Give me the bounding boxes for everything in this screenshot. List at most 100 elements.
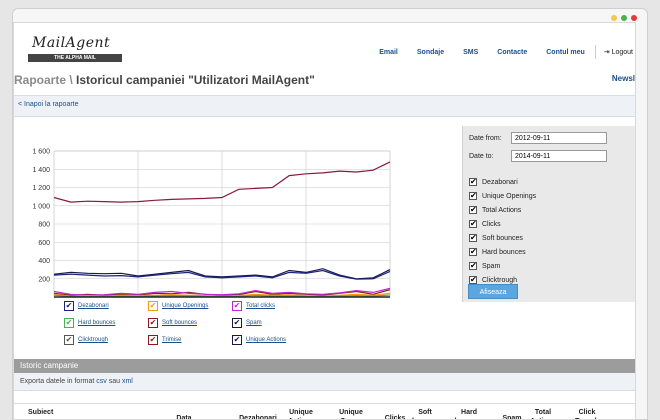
legend-label: Spam <box>246 320 262 326</box>
nav-email[interactable]: Email <box>379 48 398 56</box>
y-tick-label: 1 000 <box>32 203 50 210</box>
filter-checkbox-row[interactable]: ✔ Total Actions <box>469 206 521 214</box>
chart-series-line-4 <box>53 287 391 296</box>
legend-label: Hard bounces <box>78 320 116 326</box>
date-from-row: Date from: <box>469 132 607 144</box>
legend-label: Total clicks <box>246 303 276 309</box>
nav-contacte[interactable]: Contacte <box>497 48 528 56</box>
newsletter-link[interactable]: Newsl <box>611 74 635 83</box>
legend-label: Trimise <box>162 337 182 343</box>
filter-checkbox-row[interactable]: ✔ Dezabonari <box>469 178 518 186</box>
legend-item-unique-openings[interactable]: ✔ Unique Openings <box>148 301 208 311</box>
y-tick-label: 200 <box>38 276 50 283</box>
checkbox-label: Hard bounces <box>482 248 526 256</box>
breadcrumb-separator: \ <box>66 73 77 87</box>
column-header-hard-bounces[interactable]: Hard bounces <box>455 409 484 419</box>
logout-label: Logout <box>611 49 633 56</box>
campaign-line-chart: 200 400 600 800 1 000 1 200 1 400 1 600 <box>32 149 391 298</box>
page-title: Rapoarte \ Istoricul campaniei "Utilizat… <box>14 73 315 87</box>
filter-checkbox-row[interactable]: ✔ Clicks <box>469 220 501 228</box>
legend-item-clicktrough[interactable]: ✔ Clicktrough <box>64 335 108 345</box>
legend-label: Unique Actions <box>246 337 287 343</box>
column-header-click-trough[interactable]: Click Trough <box>575 409 599 419</box>
checkbox-checked-icon[interactable]: ✔ <box>469 177 477 186</box>
legend-item-spam[interactable]: ✔ Spam <box>232 318 262 328</box>
legend-check-icon[interactable]: ✔ <box>232 335 242 345</box>
date-to-input[interactable] <box>511 150 607 162</box>
section-header: Istoric campanie <box>14 359 635 373</box>
legend-check-icon[interactable]: ✔ <box>148 335 158 345</box>
column-header-unique-opens[interactable]: Unique Opens <box>339 409 363 419</box>
chart-series-line-0 <box>53 161 391 203</box>
checkbox-label: Clicktrough <box>482 276 518 284</box>
nav-contul-meu[interactable]: Contul meu <box>546 48 585 56</box>
column-header-unique-actions[interactable]: Unique Actions <box>288 409 314 419</box>
column-header-spam[interactable]: Spam <box>502 415 522 420</box>
legend-item-total-clicks[interactable]: ✔ Total clicks <box>232 301 275 311</box>
legend-check-icon[interactable]: ✔ <box>64 301 74 311</box>
nav-sondaje[interactable]: Sondaje <box>416 48 445 56</box>
legend-check-icon[interactable]: ✔ <box>148 301 158 311</box>
legend-item-trimise[interactable]: ✔ Trimise <box>148 335 181 345</box>
breadcrumb-rapoarte[interactable]: Rapoarte <box>14 73 67 87</box>
export-csv-link[interactable]: csv <box>96 378 107 385</box>
nav-divider <box>594 45 596 59</box>
filter-checkbox-row[interactable]: ✔ Soft bounces <box>469 234 523 242</box>
window-dot-green[interactable] <box>621 15 627 21</box>
y-tick-label: 1 400 <box>32 167 50 174</box>
export-sau: sau <box>106 378 122 385</box>
filter-checkbox-row[interactable]: ✔ Hard bounces <box>469 248 526 256</box>
legend-label: Dezabonari <box>78 303 109 309</box>
filter-checkbox-row[interactable]: ✔ Clicktrough <box>469 276 517 284</box>
y-tick-label: 400 <box>38 258 50 265</box>
checkbox-checked-icon[interactable]: ✔ <box>469 261 477 270</box>
column-header-data[interactable]: Data <box>176 415 192 420</box>
y-tick-label: 800 <box>38 222 50 229</box>
window-dot-yellow[interactable] <box>611 15 617 21</box>
filter-checkbox-row[interactable]: ✔ Unique Openings <box>469 192 536 200</box>
date-from-input[interactable] <box>511 132 607 144</box>
nav-sms[interactable]: SMS <box>463 48 479 56</box>
column-header-soft-bounces[interactable]: Soft bounces <box>412 409 441 419</box>
logo[interactable]: MailAgent THE ALPHA MAIL <box>28 35 122 63</box>
legend-label: Clicktrough <box>78 337 109 343</box>
checkbox-checked-icon[interactable]: ✔ <box>469 219 477 228</box>
checkbox-label: Spam <box>482 262 501 270</box>
window-dot-red[interactable] <box>631 15 637 21</box>
date-to-row: Date to: <box>469 150 607 162</box>
export-bar: Exporta datele in format csv sau xml <box>14 373 635 391</box>
chart-series-line-2 <box>53 269 391 280</box>
checkbox-checked-icon[interactable]: ✔ <box>469 247 477 256</box>
y-tick-label: 1 200 <box>32 185 50 192</box>
column-header-clicks[interactable]: Clicks <box>384 415 406 420</box>
legend-item-hard-bounces[interactable]: ✔ Hard bounces <box>64 318 115 328</box>
checkbox-label: Dezabonari <box>482 178 518 186</box>
column-header-subiect[interactable]: Subiect <box>28 409 54 416</box>
checkbox-checked-icon[interactable]: ✔ <box>469 191 477 200</box>
window-dots <box>611 15 637 21</box>
checkbox-label: Soft bounces <box>482 234 523 242</box>
legend-check-icon[interactable]: ✔ <box>148 318 158 328</box>
checkbox-label: Unique Openings <box>482 192 537 200</box>
checkbox-label: Total Actions <box>482 206 522 214</box>
back-to-reports-link[interactable]: < Inapoi la rapoarte <box>18 101 79 108</box>
legend-item-dezabonari[interactable]: ✔ Dezabonari <box>64 301 109 311</box>
checkbox-checked-icon[interactable]: ✔ <box>469 275 477 284</box>
date-from-label: Date from: <box>469 134 502 142</box>
column-header-total-actions[interactable]: Total Actions <box>530 409 556 419</box>
logout-link[interactable]: ⇥ Logout <box>604 48 633 56</box>
legend-check-icon[interactable]: ✔ <box>232 301 242 311</box>
export-xml-link[interactable]: xml <box>121 378 133 385</box>
legend-item-unique-actions[interactable]: ✔ Unique Actions <box>232 335 286 345</box>
checkbox-checked-icon[interactable]: ✔ <box>469 233 477 242</box>
legend-item-soft-bounces[interactable]: ✔ Soft bounces <box>148 318 197 328</box>
legend-check-icon[interactable]: ✔ <box>64 318 74 328</box>
legend-check-icon[interactable]: ✔ <box>232 318 242 328</box>
filter-checkbox-row[interactable]: ✔ Spam <box>469 262 500 270</box>
top-bar: MailAgent THE ALPHA MAIL Email Sondaje S… <box>14 23 635 69</box>
column-header-dezabonari[interactable]: Dezabonari <box>239 415 277 420</box>
legend-check-icon[interactable]: ✔ <box>64 335 74 345</box>
logo-name: MailAgent <box>32 35 111 51</box>
checkbox-checked-icon[interactable]: ✔ <box>469 205 477 214</box>
apply-button[interactable]: Afiseaza <box>468 284 518 299</box>
